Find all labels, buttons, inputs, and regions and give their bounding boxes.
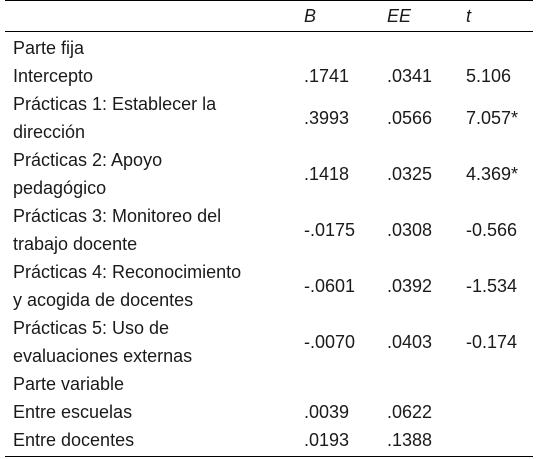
cell-b: .1418 (304, 164, 350, 184)
cell-b: -.0070 (304, 332, 356, 352)
row-label-line-2: trabajo docente (13, 234, 138, 254)
header-rule (5, 31, 533, 32)
cell-t: 7.057* (466, 108, 519, 128)
cell-ee: .1388 (387, 430, 433, 450)
row-label-line-2: pedagógico (13, 178, 107, 198)
cell-b: .3993 (304, 108, 350, 128)
cell-ee: .0325 (387, 164, 433, 184)
row-label: Parte fija (13, 38, 85, 58)
table-top-rule (5, 0, 533, 1)
row-label: Entre docentes (13, 430, 135, 450)
cell-ee: .0308 (387, 220, 433, 240)
cell-b: -.0175 (304, 220, 356, 240)
row-label: Parte variable (13, 374, 125, 394)
table-bottom-rule (5, 456, 533, 457)
cell-ee: .0392 (387, 276, 433, 296)
cell-b: .1741 (304, 66, 350, 86)
cell-t: 5.106 (466, 66, 512, 86)
header-ee: EE (387, 6, 412, 26)
row-label-line-1: Prácticas 4: Reconocimiento (13, 262, 242, 282)
cell-ee: .0566 (387, 108, 433, 128)
cell-t: -0.566 (466, 220, 518, 240)
row-label: Intercepto (13, 66, 94, 86)
cell-ee: .0622 (387, 402, 433, 422)
cell-b: .0039 (304, 402, 350, 422)
row-label-line-2: evaluaciones externas (13, 346, 193, 366)
cell-t: -1.534 (466, 276, 518, 296)
row-label-line-1: Prácticas 1: Establecer la (13, 94, 217, 114)
row-label-line-2: dirección (13, 122, 86, 142)
row-label: Entre escuelas (13, 402, 133, 422)
header-b: B (304, 6, 317, 26)
cell-t: 4.369* (466, 164, 519, 184)
row-label-line-1: Prácticas 3: Monitoreo del (13, 206, 222, 226)
header-t: t (466, 6, 472, 26)
cell-b: -.0601 (304, 276, 356, 296)
cell-b: .0193 (304, 430, 350, 450)
cell-ee: .0403 (387, 332, 433, 352)
cell-ee: .0341 (387, 66, 433, 86)
cell-t: -0.174 (466, 332, 518, 352)
row-label-line-1: Prácticas 2: Apoyo (13, 150, 163, 170)
row-label-line-1: Prácticas 5: Uso de (13, 318, 170, 338)
row-label-line-2: y acogida de docentes (13, 290, 194, 310)
